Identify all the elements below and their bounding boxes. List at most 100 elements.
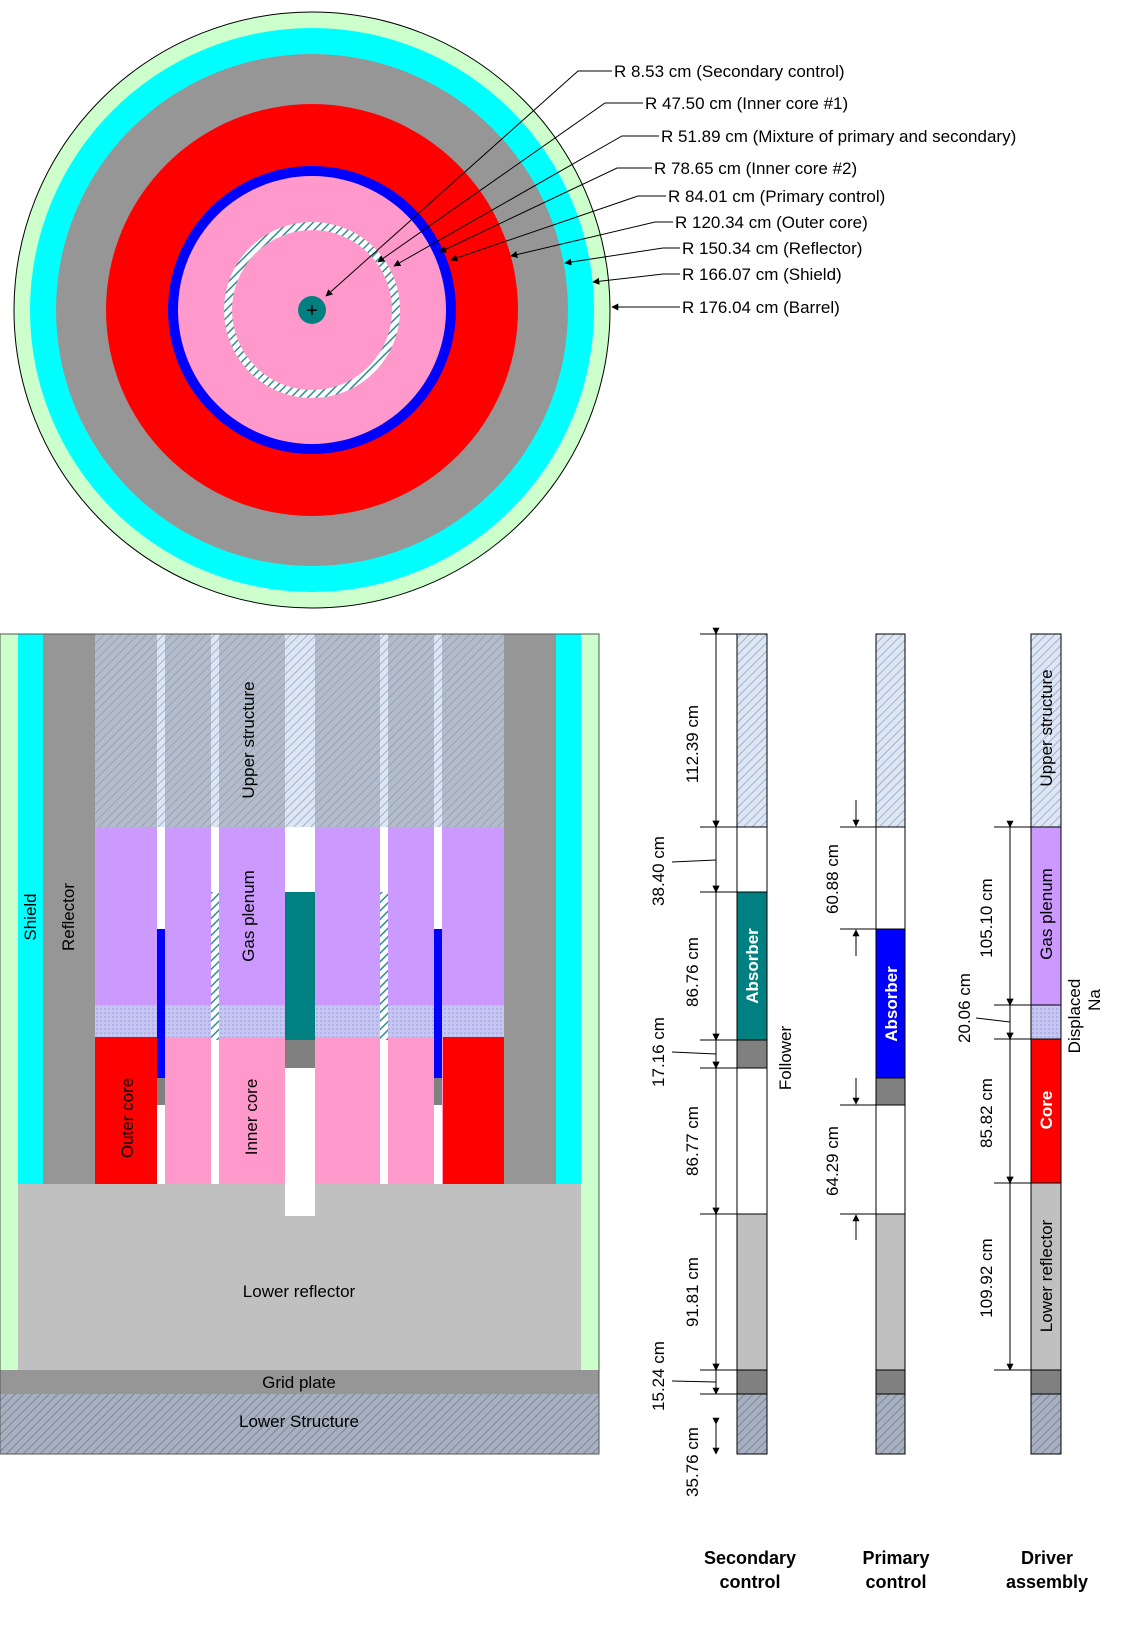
leader-shield bbox=[592, 273, 680, 285]
primary-rod-right-upper bbox=[434, 634, 442, 827]
sec-follower-label: Follower bbox=[776, 1026, 795, 1091]
leader-primary-control bbox=[450, 195, 666, 262]
label-secondary-control: R 8.53 cm (Secondary control) bbox=[614, 62, 845, 81]
side-view: Shield Reflector Upper structure Gas ple… bbox=[0, 633, 600, 1455]
sec-dim-35: 35.76 cm bbox=[683, 1427, 702, 1497]
mixture-rod-left-upper bbox=[211, 634, 219, 827]
secondary-rod-follower bbox=[285, 1040, 315, 1068]
mixture-rod-right-upper bbox=[380, 634, 388, 827]
pri-upper-structure bbox=[875, 633, 906, 828]
drv-lower-reflector-label: Lower reflector bbox=[1037, 1219, 1056, 1332]
shield-right bbox=[556, 634, 581, 1184]
label-reflector-side: Reflector bbox=[59, 883, 78, 951]
center-cross: + bbox=[306, 300, 318, 322]
secondary-rod-void bbox=[285, 827, 315, 892]
sec-leader-38 bbox=[671, 859, 717, 863]
drv-gas-plenum-label: Gas plenum bbox=[1037, 868, 1056, 960]
primary-rod-left-absorber bbox=[157, 929, 165, 1078]
pri-grid-plate bbox=[875, 1369, 906, 1395]
drv-displaced-cont-label: Na bbox=[1085, 989, 1104, 1011]
label-barrel: R 176.04 cm (Barrel) bbox=[682, 298, 840, 317]
label-gas-plenum-side: Gas plenum bbox=[239, 870, 258, 962]
primary-rod-right-void bbox=[434, 827, 442, 929]
outer-core-left bbox=[95, 1037, 157, 1184]
mixture-rod-left-void bbox=[211, 827, 219, 892]
drv-title-line1: Driver bbox=[1021, 1548, 1073, 1568]
leader-inner-core-2 bbox=[439, 167, 652, 253]
sec-grid-plate bbox=[736, 1369, 768, 1395]
label-lower-structure-side: Lower Structure bbox=[239, 1412, 359, 1431]
sec-leader-15 bbox=[671, 1380, 717, 1383]
lower-structure-region bbox=[0, 1394, 599, 1454]
sec-absorber bbox=[736, 891, 768, 1041]
mixture-ring bbox=[224, 222, 400, 398]
primary-rod-right-absorber bbox=[434, 929, 442, 1078]
label-inner-core-side: Inner core bbox=[242, 1079, 261, 1156]
sec-upper-structure bbox=[736, 633, 768, 828]
mixture-rod-left-lower bbox=[211, 1040, 219, 1217]
pri-absorber bbox=[875, 928, 906, 1079]
mixture-rod-right-lower bbox=[380, 1040, 388, 1217]
label-inner-core-1: R 47.50 cm (Inner core #1) bbox=[645, 94, 848, 113]
sec-title-line1: Secondary bbox=[704, 1548, 796, 1568]
pri-title-line1: Primary bbox=[862, 1548, 929, 1568]
drv-displaced-label: Displaced bbox=[1065, 979, 1084, 1054]
primary-rod-left-follower bbox=[157, 1078, 165, 1105]
primary-rod-right-lower bbox=[434, 1105, 442, 1213]
mixture-rod-right-absorber bbox=[380, 892, 388, 1040]
drv-title-line2: assembly bbox=[1006, 1572, 1088, 1592]
drv-core bbox=[1030, 1038, 1062, 1184]
leader-inner-core-1 bbox=[377, 102, 643, 263]
grid-plate-region bbox=[0, 1370, 599, 1394]
sec-lower-structure bbox=[736, 1393, 768, 1455]
secondary-control-core bbox=[298, 296, 326, 324]
pri-follower bbox=[875, 1077, 906, 1106]
primary-rod-left-lower bbox=[157, 1105, 165, 1213]
label-mixture: R 51.89 cm (Mixture of primary and secon… bbox=[661, 127, 1016, 146]
shield-left bbox=[18, 634, 43, 1184]
pri-dim-64: 64.29 cm bbox=[823, 1126, 842, 1196]
side-view-border bbox=[0, 633, 600, 1455]
label-inner-core-2: R 78.65 cm (Inner core #2) bbox=[654, 159, 857, 178]
label-reflector: R 150.34 cm (Reflector) bbox=[682, 239, 862, 258]
secondary-rod-absorber bbox=[285, 892, 315, 1040]
radius-labels: R 8.53 cm (Secondary control) R 47.50 cm… bbox=[614, 62, 1016, 317]
sec-absorber-label: Absorber bbox=[743, 928, 762, 1004]
pri-absorber-label: Absorber bbox=[882, 966, 901, 1042]
drv-gas-plenum bbox=[1030, 826, 1062, 1006]
drv-grid-plate bbox=[1030, 1369, 1062, 1395]
sec-dim-86b: 86.77 cm bbox=[683, 1106, 702, 1176]
secondary-rod-upper bbox=[285, 634, 315, 827]
drv-upper-structure-label: Upper structure bbox=[1037, 669, 1056, 786]
sec-dim-17: 17.16 cm bbox=[649, 1017, 668, 1087]
label-shield-side: Shield bbox=[21, 893, 40, 940]
sec-void-upper bbox=[736, 826, 768, 893]
label-primary-control: R 84.01 cm (Primary control) bbox=[668, 187, 885, 206]
pri-title-line2: control bbox=[866, 1572, 927, 1592]
pri-void-lower bbox=[875, 1104, 906, 1215]
leader-secondary-control bbox=[325, 70, 612, 297]
label-shield: R 166.07 cm (Shield) bbox=[682, 265, 842, 284]
sec-title-line2: control bbox=[720, 1572, 781, 1592]
drv-displaced-na bbox=[1030, 1004, 1062, 1040]
sec-follower bbox=[736, 1039, 768, 1069]
primary-rod-left-upper bbox=[157, 634, 165, 827]
leader-reflector bbox=[564, 247, 680, 266]
pri-void-upper bbox=[875, 826, 906, 930]
label-upper-structure-side: Upper structure bbox=[239, 681, 258, 798]
pri-lower-structure bbox=[875, 1393, 906, 1455]
primary-control-assembly: Absorber 60.88 cm 64.29 cm Primary contr… bbox=[823, 633, 930, 1592]
sec-void-lower bbox=[736, 1067, 768, 1215]
drv-dim-85: 85.82 cm bbox=[977, 1078, 996, 1148]
sec-dim-15: 15.24 cm bbox=[649, 1341, 668, 1411]
drv-core-label: Core bbox=[1037, 1091, 1056, 1130]
pri-dim-60: 60.88 cm bbox=[823, 844, 842, 914]
label-lower-reflector-side: Lower reflector bbox=[243, 1282, 356, 1301]
radius-leaders bbox=[325, 70, 680, 311]
sec-dim-112: 112.39 cm bbox=[683, 705, 702, 783]
leader-outer-core bbox=[510, 221, 673, 258]
mixture-rod-right-void bbox=[380, 827, 388, 892]
outer-core-right bbox=[443, 1037, 504, 1184]
drv-dim-109: 109.92 cm bbox=[977, 1238, 996, 1317]
